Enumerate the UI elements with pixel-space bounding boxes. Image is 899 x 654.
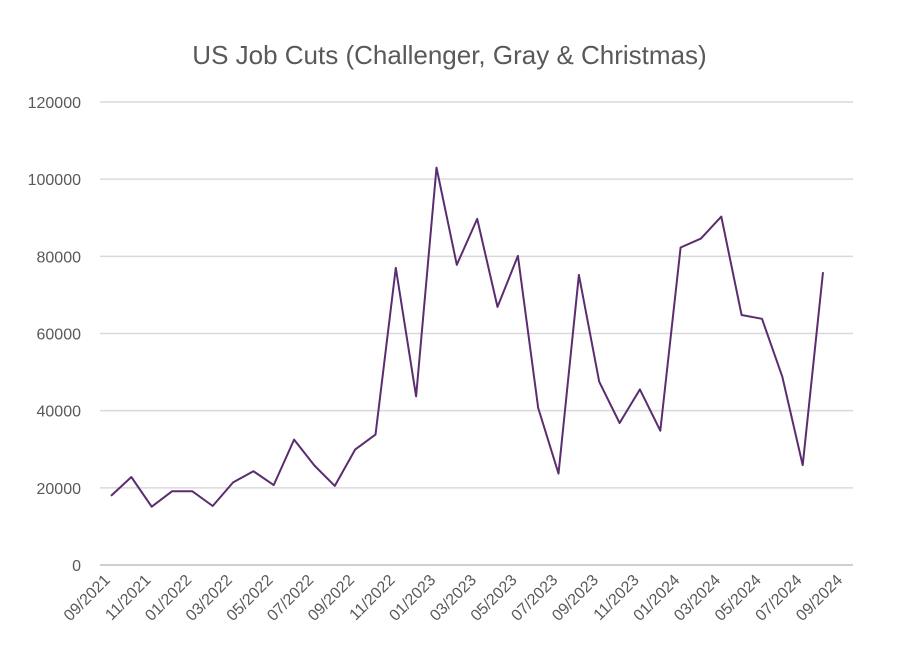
y-tick-label: 20000 bbox=[37, 481, 82, 498]
series-line bbox=[110, 166, 824, 508]
y-tick-label: 0 bbox=[72, 558, 81, 575]
y-tick-label: 40000 bbox=[37, 404, 82, 421]
y-tick-label: 120000 bbox=[28, 95, 81, 112]
y-tick-label: 60000 bbox=[37, 327, 82, 344]
chart-title: US Job Cuts (Challenger, Gray & Christma… bbox=[192, 40, 707, 70]
y-tick-label: 80000 bbox=[37, 249, 82, 266]
y-tick-label: 100000 bbox=[28, 172, 81, 189]
